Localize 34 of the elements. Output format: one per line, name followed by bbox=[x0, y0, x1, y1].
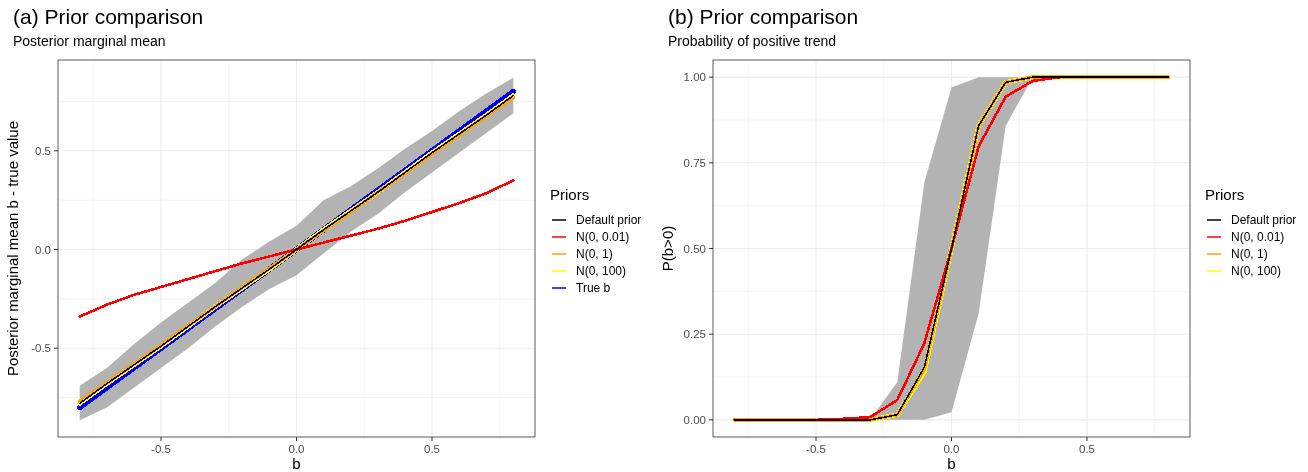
legend-label: N(0, 0.01) bbox=[1231, 230, 1285, 245]
legend-title: Priors bbox=[550, 186, 590, 203]
legend-title: Priors bbox=[1205, 186, 1245, 203]
legend-label: N(0, 1) bbox=[576, 247, 613, 262]
x-axis-title: b bbox=[292, 455, 301, 472]
x-tick-label: 0.5 bbox=[424, 443, 441, 455]
x-tick-label: 0.0 bbox=[288, 443, 305, 455]
y-tick-label: 0.25 bbox=[683, 328, 706, 341]
x-tick-label: 0.0 bbox=[943, 443, 960, 455]
y-axis-title: P(b>0) bbox=[659, 225, 676, 272]
y-tick-label: 0.5 bbox=[35, 144, 51, 157]
y-tick-label: -0.5 bbox=[31, 342, 51, 355]
y-tick-label: 0.0 bbox=[35, 243, 51, 256]
chart-title: (a) Prior comparison bbox=[13, 5, 204, 28]
y-tick-label: 0.75 bbox=[683, 156, 706, 169]
x-tick-label: -0.5 bbox=[151, 443, 171, 455]
y-tick-label: 1.00 bbox=[683, 71, 706, 84]
y-tick-label: 0.00 bbox=[683, 413, 706, 426]
legend-label: N(0, 0.01) bbox=[576, 230, 630, 245]
legend-label: N(0, 100) bbox=[576, 264, 627, 279]
x-tick-label: -0.5 bbox=[806, 443, 826, 455]
chart-title: (b) Prior comparison bbox=[668, 5, 859, 28]
chart-subtitle: Probability of positive trend bbox=[668, 33, 837, 49]
line-series bbox=[78, 179, 515, 318]
chart-subtitle: Posterior marginal mean bbox=[13, 33, 166, 49]
x-tick-label: 0.5 bbox=[1079, 443, 1096, 455]
legend-label: Default prior bbox=[576, 213, 642, 228]
legend-label: N(0, 1) bbox=[1231, 247, 1268, 262]
legend-label: True b bbox=[576, 281, 611, 296]
legend-label: Default prior bbox=[1231, 213, 1297, 228]
x-axis-title: b bbox=[947, 455, 956, 472]
legend-label: N(0, 100) bbox=[1231, 264, 1282, 279]
y-tick-label: 0.50 bbox=[683, 242, 706, 255]
y-axis-title: Posterior marginal mean b - true value bbox=[4, 120, 21, 377]
